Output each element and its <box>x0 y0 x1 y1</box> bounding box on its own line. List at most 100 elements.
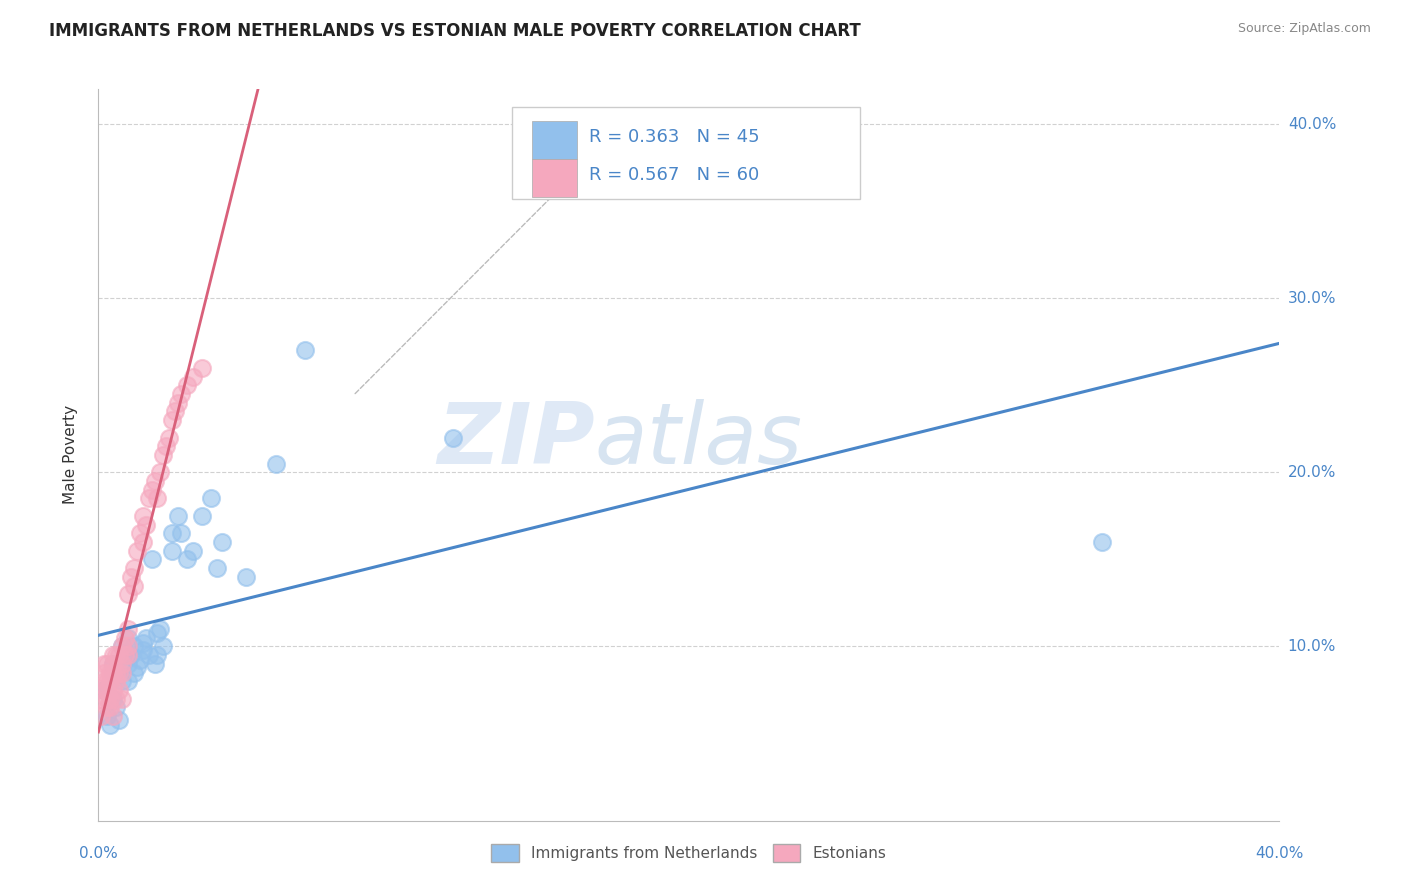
Point <box>93 665 115 680</box>
Point <box>96 674 118 689</box>
Point <box>146 648 169 663</box>
Point <box>105 700 128 714</box>
Y-axis label: Male Poverty: Male Poverty <box>63 405 77 505</box>
Point <box>114 631 136 645</box>
Point <box>149 466 172 480</box>
Point <box>120 648 142 663</box>
FancyBboxPatch shape <box>512 108 860 199</box>
Point <box>108 648 131 663</box>
Point <box>191 360 214 375</box>
Point <box>235 570 257 584</box>
Point <box>90 691 112 706</box>
Point <box>128 526 150 541</box>
Point <box>105 691 128 706</box>
Text: 0.0%: 0.0% <box>79 846 118 861</box>
Point <box>103 665 125 680</box>
Point <box>96 657 118 671</box>
Point <box>93 683 115 698</box>
Point <box>152 448 174 462</box>
Text: 30.0%: 30.0% <box>1288 291 1336 306</box>
Point <box>90 709 112 723</box>
Point <box>200 491 222 506</box>
Point <box>114 653 136 667</box>
Point <box>117 674 139 689</box>
Point <box>117 622 139 636</box>
Text: R = 0.567   N = 60: R = 0.567 N = 60 <box>589 166 759 185</box>
Point <box>96 709 118 723</box>
Point <box>117 657 139 671</box>
Point <box>105 648 128 663</box>
Point <box>103 657 125 671</box>
Point <box>167 508 190 523</box>
Point <box>125 660 148 674</box>
Point <box>294 343 316 358</box>
Text: ZIP: ZIP <box>437 399 595 482</box>
Point <box>132 636 155 650</box>
Point <box>138 491 160 506</box>
Point <box>108 683 131 698</box>
Point <box>155 439 177 453</box>
Point <box>167 395 190 409</box>
Point <box>103 648 125 663</box>
Text: 40.0%: 40.0% <box>1256 846 1303 861</box>
Text: R = 0.363   N = 45: R = 0.363 N = 45 <box>589 128 759 145</box>
Point <box>162 543 183 558</box>
Point <box>132 643 155 657</box>
Point <box>105 674 128 689</box>
Point <box>108 665 131 680</box>
Text: 20.0%: 20.0% <box>1288 465 1336 480</box>
Point <box>98 674 121 689</box>
Point <box>191 508 214 523</box>
Point <box>122 578 145 592</box>
Point <box>1091 535 1114 549</box>
Point <box>98 718 121 732</box>
Point <box>141 483 163 497</box>
Point <box>176 378 198 392</box>
Text: 40.0%: 40.0% <box>1288 117 1336 131</box>
Point <box>111 665 134 680</box>
Text: IMMIGRANTS FROM NETHERLANDS VS ESTONIAN MALE POVERTY CORRELATION CHART: IMMIGRANTS FROM NETHERLANDS VS ESTONIAN … <box>49 22 860 40</box>
Point <box>141 552 163 566</box>
Point <box>103 709 125 723</box>
Point <box>117 648 139 663</box>
Point <box>138 648 160 663</box>
Point <box>120 570 142 584</box>
Point <box>132 508 155 523</box>
Point <box>162 526 183 541</box>
Point <box>152 640 174 654</box>
Point <box>143 657 166 671</box>
Point <box>117 631 139 645</box>
Point <box>111 640 134 654</box>
Point <box>103 691 125 706</box>
Point <box>135 631 157 645</box>
Point <box>122 665 145 680</box>
Point <box>170 387 193 401</box>
Point <box>176 552 198 566</box>
Text: atlas: atlas <box>595 399 803 482</box>
Point <box>96 700 118 714</box>
Point <box>103 683 125 698</box>
Point <box>181 369 204 384</box>
Bar <box>531 120 576 159</box>
Point <box>93 674 115 689</box>
Point <box>146 491 169 506</box>
Point <box>211 535 233 549</box>
Point <box>93 657 115 671</box>
Point <box>111 657 134 671</box>
Point <box>128 653 150 667</box>
Point <box>103 657 125 671</box>
Bar <box>531 159 576 197</box>
Point <box>98 700 121 714</box>
Point <box>93 683 115 698</box>
Point <box>165 404 187 418</box>
Point <box>103 665 125 680</box>
Point <box>111 640 134 654</box>
Point <box>114 648 136 663</box>
Point <box>264 457 287 471</box>
Point <box>111 691 134 706</box>
Legend: Immigrants from Netherlands, Estonians: Immigrants from Netherlands, Estonians <box>485 838 893 868</box>
Point <box>162 413 183 427</box>
Point <box>117 640 139 654</box>
Text: Source: ZipAtlas.com: Source: ZipAtlas.com <box>1237 22 1371 36</box>
Point <box>122 640 145 654</box>
